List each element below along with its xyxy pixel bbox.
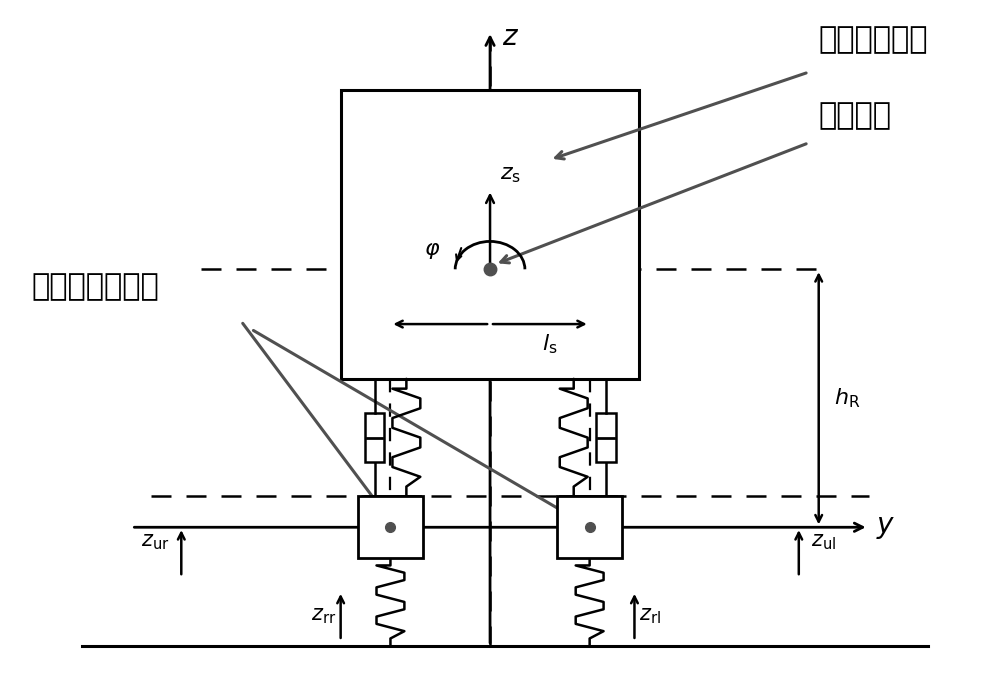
Text: $z_{\rm ul}$: $z_{\rm ul}$	[811, 532, 836, 552]
Text: $h_{\rm R}$: $h_{\rm R}$	[834, 387, 860, 410]
Text: 侧翻中心: 侧翻中心	[819, 101, 892, 130]
Text: $l_{\rm s}$: $l_{\rm s}$	[542, 332, 558, 356]
Text: $\varphi$: $\varphi$	[424, 241, 440, 261]
Text: $z_{\rm ur}$: $z_{\rm ur}$	[141, 532, 169, 552]
Bar	[365, 413, 384, 462]
Text: $z_{\rm rr}$: $z_{\rm rr}$	[311, 606, 336, 626]
Bar	[596, 413, 616, 462]
Bar	[557, 496, 622, 558]
Text: $y$: $y$	[876, 513, 896, 542]
Text: $z_{\rm s}$: $z_{\rm s}$	[500, 165, 521, 185]
Bar	[341, 90, 639, 379]
Bar	[358, 496, 423, 558]
Text: $z_{\rm rl}$: $z_{\rm rl}$	[639, 606, 661, 626]
Text: $z$: $z$	[502, 23, 519, 51]
Text: 簧载质量重心: 簧载质量重心	[819, 25, 928, 54]
Text: 非簧载质量重心: 非簧载质量重心	[32, 272, 160, 301]
